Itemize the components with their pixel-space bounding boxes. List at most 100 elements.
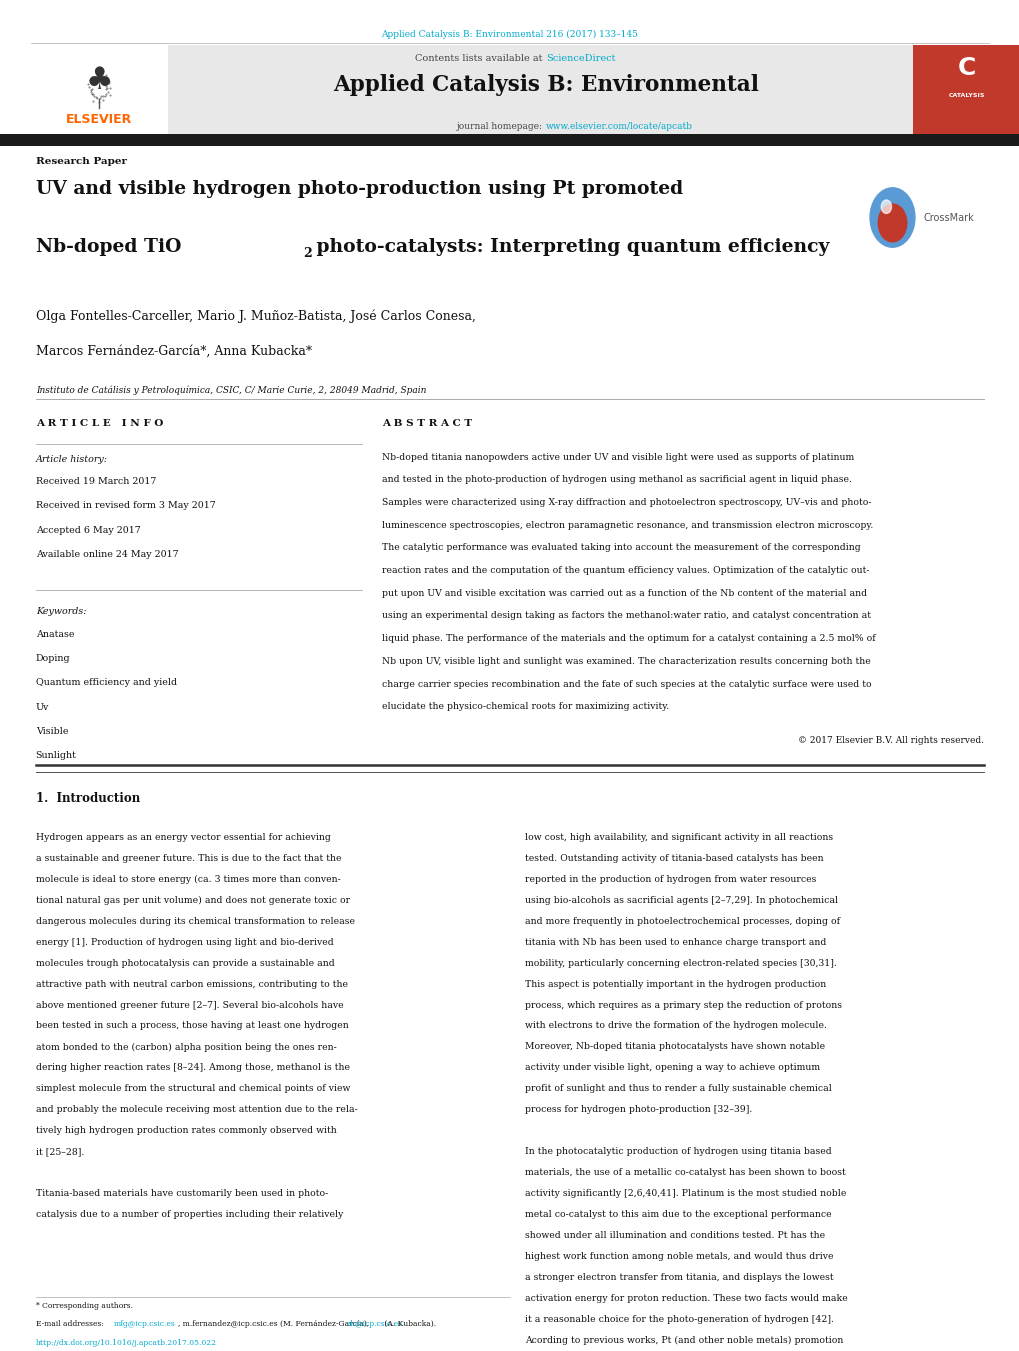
Text: Research Paper: Research Paper xyxy=(36,157,126,166)
Text: Received in revised form 3 May 2017: Received in revised form 3 May 2017 xyxy=(36,501,215,511)
Text: dangerous molecules during its chemical transformation to release: dangerous molecules during its chemical … xyxy=(36,917,355,925)
Text: elucidate the physico-chemical roots for maximizing activity.: elucidate the physico-chemical roots for… xyxy=(382,703,669,711)
Text: activation energy for proton reduction. These two facts would make: activation energy for proton reduction. … xyxy=(525,1294,847,1302)
Text: dering higher reaction rates [8–24]. Among those, methanol is the: dering higher reaction rates [8–24]. Amo… xyxy=(36,1063,350,1073)
Text: In the photocatalytic production of hydrogen using titania based: In the photocatalytic production of hydr… xyxy=(525,1147,832,1156)
Text: Keywords:: Keywords: xyxy=(36,607,87,616)
Text: Moreover, Nb-doped titania photocatalysts have shown notable: Moreover, Nb-doped titania photocatalyst… xyxy=(525,1043,824,1051)
Text: Olga Fontelles-Carceller, Mario J. Muñoz-Batista, José Carlos Conesa,: Olga Fontelles-Carceller, Mario J. Muñoz… xyxy=(36,309,475,323)
Text: CATALYSIS: CATALYSIS xyxy=(948,93,984,97)
FancyBboxPatch shape xyxy=(31,45,168,136)
Text: CrossMark: CrossMark xyxy=(922,212,973,223)
Text: using bio-alcohols as sacrificial agents [2–7,29]. In photochemical: using bio-alcohols as sacrificial agents… xyxy=(525,896,838,905)
Text: luminescence spectroscopies, electron paramagnetic resonance, and transmission e: luminescence spectroscopies, electron pa… xyxy=(382,520,873,530)
Text: titania with Nb has been used to enhance charge transport and: titania with Nb has been used to enhance… xyxy=(525,938,825,947)
Text: C: C xyxy=(957,55,975,80)
Text: ♣: ♣ xyxy=(86,65,112,96)
Text: A R T I C L E   I N F O: A R T I C L E I N F O xyxy=(36,419,163,428)
Text: mfg@icp.csic.es: mfg@icp.csic.es xyxy=(114,1320,176,1328)
Text: http://dx.doi.org/10.1016/j.apcatb.2017.05.022: http://dx.doi.org/10.1016/j.apcatb.2017.… xyxy=(36,1339,216,1347)
Text: it [25–28].: it [25–28]. xyxy=(36,1147,84,1156)
Text: photo-catalysts: Interpreting quantum efficiency: photo-catalysts: Interpreting quantum ef… xyxy=(310,238,828,255)
Text: reaction rates and the computation of the quantum efficiency values. Optimizatio: reaction rates and the computation of th… xyxy=(382,566,869,576)
Text: Visible: Visible xyxy=(36,727,68,736)
Text: Uv: Uv xyxy=(36,703,49,712)
Text: ELSEVIER: ELSEVIER xyxy=(66,112,131,126)
Text: catalysis due to a number of properties including their relatively: catalysis due to a number of properties … xyxy=(36,1210,342,1219)
Text: tively high hydrogen production rates commonly observed with: tively high hydrogen production rates co… xyxy=(36,1127,336,1135)
Text: Accepted 6 May 2017: Accepted 6 May 2017 xyxy=(36,526,141,535)
Text: journal homepage:: journal homepage: xyxy=(457,122,545,131)
Text: A B S T R A C T: A B S T R A C T xyxy=(382,419,472,428)
Bar xyxy=(0,134,1019,146)
Text: 1.  Introduction: 1. Introduction xyxy=(36,793,140,805)
Text: energy [1]. Production of hydrogen using light and bio-derived: energy [1]. Production of hydrogen using… xyxy=(36,938,333,947)
Text: process for hydrogen photo-production [32–39].: process for hydrogen photo-production [3… xyxy=(525,1105,752,1115)
Text: Applied Catalysis B: Environmental: Applied Catalysis B: Environmental xyxy=(332,74,758,96)
FancyBboxPatch shape xyxy=(31,45,912,136)
Text: Doping: Doping xyxy=(36,654,70,663)
Text: Available online 24 May 2017: Available online 24 May 2017 xyxy=(36,550,178,559)
Text: put upon UV and visible excitation was carried out as a function of the Nb conte: put upon UV and visible excitation was c… xyxy=(382,589,867,597)
Text: it a reasonable choice for the photo-generation of hydrogen [42].: it a reasonable choice for the photo-gen… xyxy=(525,1315,834,1324)
Text: E-mail addresses:: E-mail addresses: xyxy=(36,1320,106,1328)
Text: a stronger electron transfer from titania, and displays the lowest: a stronger electron transfer from titani… xyxy=(525,1273,834,1282)
Text: ScienceDirect: ScienceDirect xyxy=(545,54,614,63)
Text: Acording to previous works, Pt (and other noble metals) promotion: Acording to previous works, Pt (and othe… xyxy=(525,1336,843,1344)
Text: and tested in the photo-production of hydrogen using methanol as sacrificial age: and tested in the photo-production of hy… xyxy=(382,476,852,484)
Text: mobility, particularly concerning electron-related species [30,31].: mobility, particularly concerning electr… xyxy=(525,959,837,967)
Text: and probably the molecule receiving most attention due to the rela-: and probably the molecule receiving most… xyxy=(36,1105,357,1115)
Text: Instituto de Catálisis y Petroloquímica, CSIC, C/ Marie Curie, 2, 28049 Madrid, : Instituto de Catálisis y Petroloquímica,… xyxy=(36,385,426,394)
Text: www.elsevier.com/locate/apcatb: www.elsevier.com/locate/apcatb xyxy=(545,122,692,131)
Text: tional natural gas per unit volume) and does not generate toxic or: tional natural gas per unit volume) and … xyxy=(36,896,350,905)
Circle shape xyxy=(877,204,906,242)
Text: activity significantly [2,6,40,41]. Platinum is the most studied noble: activity significantly [2,6,40,41]. Plat… xyxy=(525,1189,846,1198)
Text: Applied Catalysis B: Environmental 216 (2017) 133–145: Applied Catalysis B: Environmental 216 (… xyxy=(381,30,638,39)
Text: Contents lists available at: Contents lists available at xyxy=(415,54,545,63)
Text: attractive path with neutral carbon emissions, contributing to the: attractive path with neutral carbon emis… xyxy=(36,979,347,989)
Circle shape xyxy=(880,200,891,213)
Text: a sustainable and greener future. This is due to the fact that the: a sustainable and greener future. This i… xyxy=(36,854,341,863)
Text: low cost, high availability, and significant activity in all reactions: low cost, high availability, and signifi… xyxy=(525,834,833,842)
Text: charge carrier species recombination and the fate of such species at the catalyt: charge carrier species recombination and… xyxy=(382,680,871,689)
Text: process, which requires as a primary step the reduction of protons: process, which requires as a primary ste… xyxy=(525,1001,842,1009)
Text: simplest molecule from the structural and chemical points of view: simplest molecule from the structural an… xyxy=(36,1085,350,1093)
Text: Marcos Fernández-García*, Anna Kubacka*: Marcos Fernández-García*, Anna Kubacka* xyxy=(36,345,312,358)
Text: This aspect is potentially important in the hydrogen production: This aspect is potentially important in … xyxy=(525,979,825,989)
Text: Article history:: Article history: xyxy=(36,455,108,465)
Text: UV and visible hydrogen photo-production using Pt promoted: UV and visible hydrogen photo-production… xyxy=(36,180,683,197)
Text: tested. Outstanding activity of titania-based catalysts has been: tested. Outstanding activity of titania-… xyxy=(525,854,823,863)
Text: Nb-doped titania nanopowders active under UV and visible light were used as supp: Nb-doped titania nanopowders active unde… xyxy=(382,453,854,462)
Text: molecules trough photocatalysis can provide a sustainable and: molecules trough photocatalysis can prov… xyxy=(36,959,334,967)
Text: atom bonded to the (carbon) alpha position being the ones ren-: atom bonded to the (carbon) alpha positi… xyxy=(36,1043,336,1051)
Text: Received 19 March 2017: Received 19 March 2017 xyxy=(36,477,156,486)
Text: Sunlight: Sunlight xyxy=(36,751,76,761)
Text: liquid phase. The performance of the materials and the optimum for a catalyst co: liquid phase. The performance of the mat… xyxy=(382,634,875,643)
Text: above mentioned greener future [2–7]. Several bio-alcohols have: above mentioned greener future [2–7]. Se… xyxy=(36,1001,343,1009)
Text: activity under visible light, opening a way to achieve optimum: activity under visible light, opening a … xyxy=(525,1063,819,1073)
Text: 2: 2 xyxy=(303,247,312,261)
Text: Titania-based materials have customarily been used in photo-: Titania-based materials have customarily… xyxy=(36,1189,328,1198)
Text: showed under all illumination and conditions tested. Pt has the: showed under all illumination and condit… xyxy=(525,1231,824,1240)
Text: metal co-catalyst to this aim due to the exceptional performance: metal co-catalyst to this aim due to the… xyxy=(525,1210,832,1219)
Text: Hydrogen appears as an energy vector essential for achieving: Hydrogen appears as an energy vector ess… xyxy=(36,834,330,842)
Text: * Corresponding authors.: * Corresponding authors. xyxy=(36,1302,132,1310)
Text: been tested in such a process, those having at least one hydrogen: been tested in such a process, those hav… xyxy=(36,1021,348,1031)
Text: (A. Kubacka).: (A. Kubacka). xyxy=(382,1320,436,1328)
Circle shape xyxy=(869,188,914,247)
Text: Quantum efficiency and yield: Quantum efficiency and yield xyxy=(36,678,176,688)
Text: with electrons to drive the formation of the hydrogen molecule.: with electrons to drive the formation of… xyxy=(525,1021,826,1031)
Text: Nb-doped TiO: Nb-doped TiO xyxy=(36,238,181,255)
Text: and more frequently in photoelectrochemical processes, doping of: and more frequently in photoelectrochemi… xyxy=(525,917,840,925)
Text: , m.fernandez@icp.csic.es (M. Fernández-García),: , m.fernandez@icp.csic.es (M. Fernández-… xyxy=(178,1320,372,1328)
FancyBboxPatch shape xyxy=(912,45,1019,136)
Text: materials, the use of a metallic co-catalyst has been shown to boost: materials, the use of a metallic co-cata… xyxy=(525,1169,845,1177)
Text: profit of sunlight and thus to render a fully sustainable chemical: profit of sunlight and thus to render a … xyxy=(525,1085,832,1093)
Text: reported in the production of hydrogen from water resources: reported in the production of hydrogen f… xyxy=(525,875,816,884)
Text: highest work function among noble metals, and would thus drive: highest work function among noble metals… xyxy=(525,1252,833,1260)
Text: The catalytic performance was evaluated taking into account the measurement of t: The catalytic performance was evaluated … xyxy=(382,543,860,553)
Text: ak@icp.csic.es: ak@icp.csic.es xyxy=(346,1320,403,1328)
Text: Anatase: Anatase xyxy=(36,630,74,639)
Text: using an experimental design taking as factors the methanol:water ratio, and cat: using an experimental design taking as f… xyxy=(382,612,870,620)
Text: Nb upon UV, visible light and sunlight was examined. The characterization result: Nb upon UV, visible light and sunlight w… xyxy=(382,657,870,666)
